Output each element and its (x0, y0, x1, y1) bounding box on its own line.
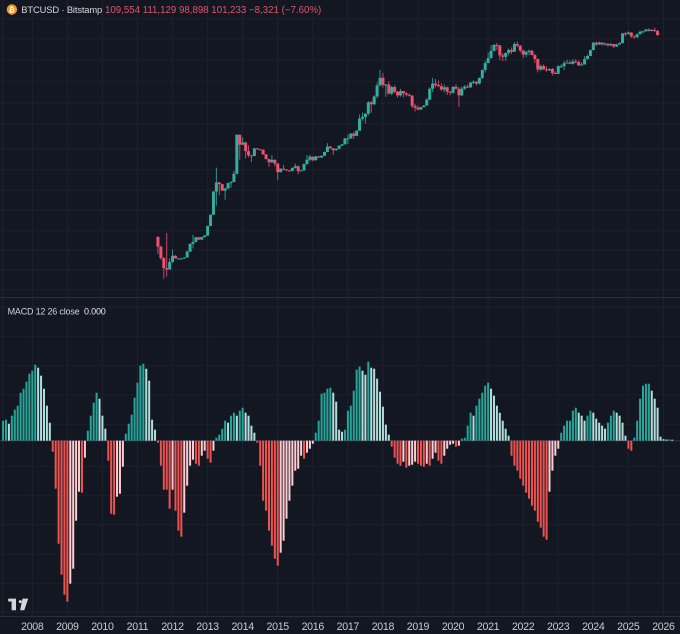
svg-text:2013: 2013 (196, 621, 219, 633)
svg-text:2018: 2018 (372, 621, 395, 633)
svg-text:2021: 2021 (477, 621, 500, 633)
svg-text:109,554 111,129 98,898 101,233: 109,554 111,129 98,898 101,233 −8,321 (−… (105, 5, 321, 16)
svg-text:2017: 2017 (337, 621, 360, 633)
svg-text:2026: 2026 (652, 621, 675, 633)
svg-text:2016: 2016 (302, 621, 325, 633)
svg-text:2022: 2022 (512, 621, 535, 633)
svg-text:2020: 2020 (442, 621, 465, 633)
svg-text:2014: 2014 (231, 621, 254, 633)
svg-text:2023: 2023 (547, 621, 570, 633)
svg-text:2019: 2019 (407, 621, 430, 633)
svg-text:₿: ₿ (8, 5, 16, 15)
svg-text:2025: 2025 (617, 621, 640, 633)
svg-text:2015: 2015 (267, 621, 290, 633)
svg-text:2008: 2008 (21, 621, 44, 633)
svg-text:MACD 12 26 close 0.000: MACD 12 26 close 0.000 (8, 307, 106, 317)
svg-text:2012: 2012 (161, 621, 184, 633)
svg-text:2011: 2011 (127, 621, 149, 633)
svg-text:BTCUSD · Bitstamp: BTCUSD · Bitstamp (21, 4, 102, 15)
svg-text:2024: 2024 (582, 621, 605, 633)
svg-text:2010: 2010 (91, 621, 114, 633)
svg-text:2009: 2009 (56, 621, 79, 633)
